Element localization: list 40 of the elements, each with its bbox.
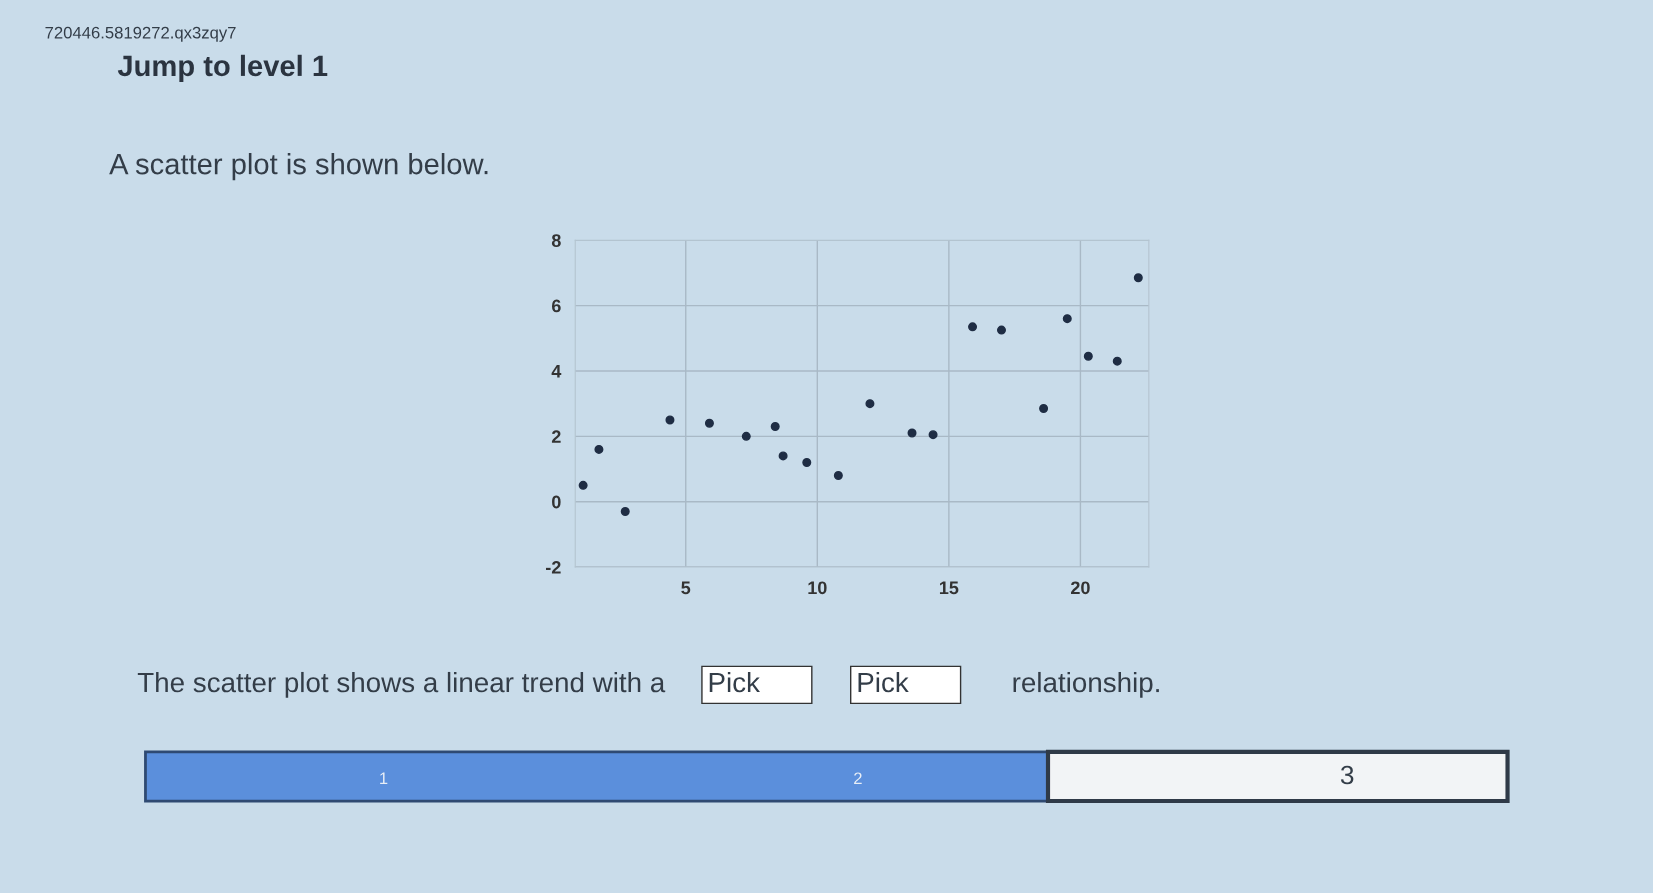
text: 2 — [854, 772, 862, 785]
y-tick-label: 0 — [552, 495, 561, 509]
text: Jump to level 1 — [117, 54, 328, 82]
point — [865, 399, 875, 409]
point — [594, 444, 604, 454]
point — [1133, 273, 1143, 283]
x-tick-label: 10 — [808, 581, 827, 595]
point — [778, 451, 788, 461]
x-tick-label: 15 — [939, 581, 959, 595]
point — [928, 430, 938, 440]
text: Pick — [709, 671, 760, 693]
y-tick-label: 4 — [551, 365, 562, 378]
text: The scatter plot shows a linear trend with a — [137, 671, 666, 698]
point — [996, 325, 1006, 335]
point — [741, 431, 751, 441]
y-tick-label: 8 — [551, 234, 561, 247]
point — [620, 506, 630, 516]
point — [665, 415, 675, 425]
y-tick-label: -2 — [546, 560, 561, 574]
point — [833, 471, 843, 481]
point — [802, 457, 812, 467]
text: A scatter plot is shown below. — [109, 153, 488, 181]
point — [1083, 351, 1093, 361]
text: 3 — [1340, 765, 1354, 785]
point — [968, 322, 978, 332]
x-tick-label: 20 — [1071, 581, 1090, 595]
point — [1039, 404, 1049, 414]
text: 720446.5819272.qx3zqy7 — [45, 26, 236, 42]
y-tick-label: 6 — [551, 299, 561, 313]
y-tick-label: 2 — [551, 430, 561, 443]
point — [578, 480, 588, 490]
point — [1112, 356, 1122, 366]
point — [907, 428, 917, 438]
point — [704, 418, 714, 428]
text: relationship. — [1013, 671, 1159, 698]
text: Pick — [858, 671, 909, 693]
point — [770, 422, 780, 432]
text: 1 — [380, 772, 388, 785]
x-tick-label: 5 — [681, 581, 691, 595]
point — [1062, 314, 1072, 324]
